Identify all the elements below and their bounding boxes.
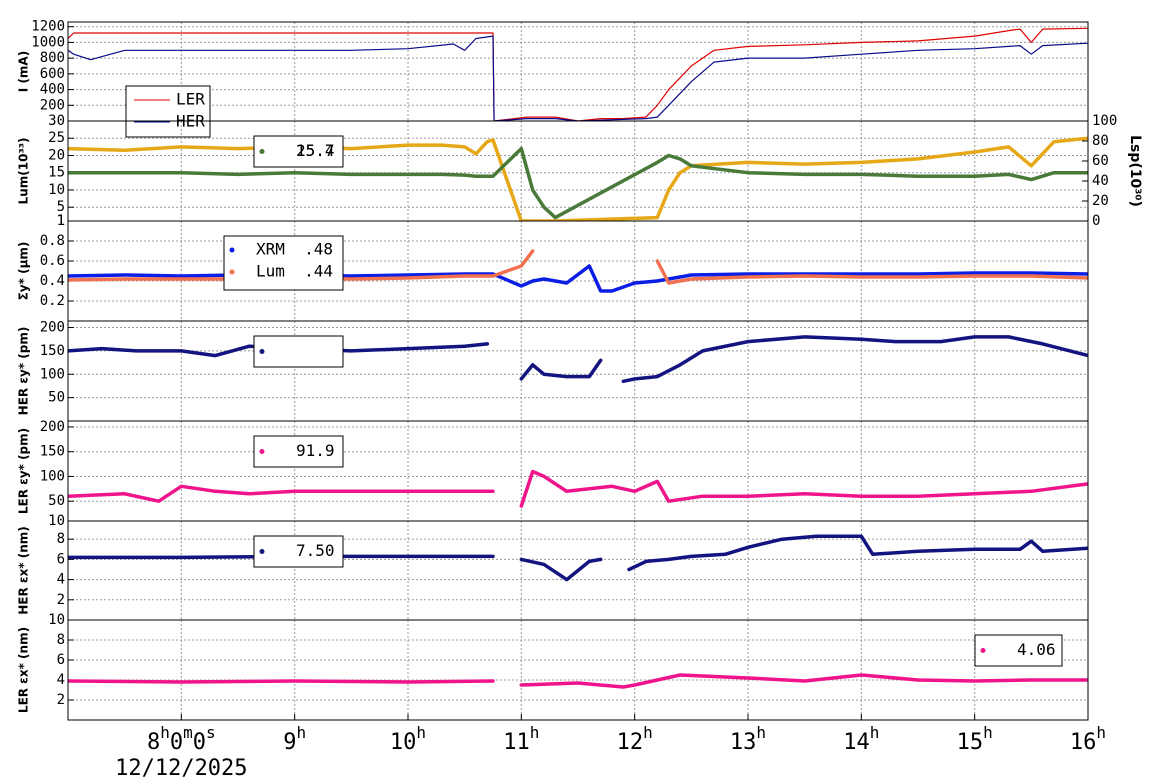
legend-box — [253, 335, 344, 368]
y-tick-label: 8 — [57, 531, 65, 547]
y-tick-label: 4 — [57, 672, 65, 688]
series-line — [68, 673, 1088, 689]
panel-frame — [67, 420, 1089, 522]
y2-tick-label: 20 — [1092, 193, 1109, 209]
y-tick-label: 0.2 — [40, 293, 65, 309]
series-line — [68, 249, 1088, 285]
legend-box — [223, 235, 344, 291]
x-tick-label: 12h — [617, 723, 653, 755]
legend-box — [974, 634, 1063, 667]
y2-tick-label: 100 — [1092, 113, 1117, 129]
y-axis-label: Σy* (μm) — [17, 242, 31, 301]
series-line — [68, 35, 1088, 121]
x-date-label: 12/12/2025 — [115, 756, 247, 781]
y2-tick-label: 80 — [1092, 133, 1109, 149]
y-tick-label: 20 — [48, 147, 65, 163]
legend-label: XRM .48 — [256, 240, 333, 259]
y2-tick-label: 60 — [1092, 153, 1109, 169]
legend-label: 91.9 — [296, 441, 335, 460]
y-tick-label: 0.8 — [40, 233, 65, 249]
x-tick-label: 8h0m0s — [147, 723, 216, 755]
y-tick-label: 800 — [40, 50, 65, 66]
y-tick-label: 1200 — [31, 19, 65, 35]
y-tick-label: 100 — [40, 468, 65, 484]
legend-marker — [229, 269, 235, 275]
legend-box — [125, 85, 211, 138]
panel-frame — [67, 619, 1089, 721]
legend-label: Lum .44 — [256, 262, 333, 281]
y-axis-label: I (mA) — [17, 51, 31, 92]
y-tick-label: 50 — [48, 493, 65, 509]
y-tick-label: 200 — [40, 320, 65, 336]
x-tick-label: 14h — [843, 723, 879, 755]
legend-marker — [259, 549, 265, 554]
y-tick-label: 1 — [57, 213, 65, 229]
y-tick-label: 2 — [57, 692, 65, 708]
legend-box — [253, 135, 344, 168]
y-tick-label: 10 — [48, 182, 65, 198]
y-tick-label: 150 — [40, 444, 65, 460]
y-tick-label: 30 — [48, 113, 65, 129]
panel-frame — [67, 21, 1089, 122]
legend-marker — [259, 149, 265, 154]
legend-label: 4.06 — [1017, 640, 1056, 659]
series-line — [68, 27, 1088, 121]
y-tick-label: 2 — [57, 592, 65, 608]
y-tick-label: 1000 — [31, 34, 65, 50]
y-tick-label: 5 — [57, 199, 65, 215]
y-tick-label: 200 — [40, 419, 65, 435]
series-line — [68, 534, 1088, 582]
x-tick-label: 10h — [390, 723, 426, 755]
series-line — [68, 335, 1088, 384]
y-tick-label: 0.6 — [40, 253, 65, 269]
legend-marker — [259, 349, 265, 354]
y2-tick-label: 0 — [1092, 213, 1100, 229]
y-tick-label: 100 — [40, 366, 65, 382]
y-axis-label: LER εy* (pm) — [17, 428, 31, 514]
y-tick-label: 8 — [57, 632, 65, 648]
legend-marker — [980, 648, 986, 653]
y-tick-label: 400 — [40, 82, 65, 98]
series-line — [68, 136, 1088, 221]
legend-box — [253, 435, 344, 468]
y-axis-label: LER εx* (nm) — [17, 627, 31, 713]
x-tick-label: 9h — [283, 723, 306, 755]
legend-label: 7.50 — [296, 541, 335, 560]
y-tick-label: 150 — [40, 343, 65, 359]
y-axis-label: Lum(10³³) — [17, 138, 31, 205]
y-tick-label: 200 — [40, 97, 65, 113]
y-tick-label: 10 — [48, 612, 65, 628]
y-axis-label: HER εy* (pm) — [17, 327, 31, 416]
y-tick-label: 15 — [48, 165, 65, 181]
y-tick-label: 50 — [48, 390, 65, 406]
x-tick-label: 15h — [957, 723, 993, 755]
legend-label: LER — [176, 90, 205, 109]
legend-label: 25.4 — [296, 141, 335, 160]
y2-axis-label: Lsp(10³⁰) — [1127, 135, 1143, 207]
y-tick-label: 0.4 — [40, 273, 65, 289]
y-tick-label: 6 — [57, 652, 65, 668]
y-tick-label: 600 — [40, 66, 65, 82]
y-axis-label: HER εx* (nm) — [17, 526, 31, 615]
legend-label: 15.7 — [296, 141, 335, 160]
legend-marker — [229, 247, 235, 253]
y-tick-label: 10 — [48, 513, 65, 529]
legend-box — [253, 535, 344, 568]
x-tick-label: 16h — [1070, 723, 1106, 755]
legend-marker — [259, 449, 265, 454]
y-tick-label: 4 — [57, 572, 65, 588]
series-line — [68, 146, 1088, 220]
y-tick-label: 25 — [48, 130, 65, 146]
panel-frame — [67, 220, 1089, 322]
x-tick-label: 11h — [503, 723, 539, 755]
x-tick-label: 13h — [730, 723, 766, 755]
y-tick-label: 1 — [57, 213, 65, 229]
panel-frame — [67, 320, 1089, 422]
y-tick-label: 6 — [57, 551, 65, 567]
series-line — [68, 469, 1088, 508]
y2-tick-label: 40 — [1092, 173, 1109, 189]
